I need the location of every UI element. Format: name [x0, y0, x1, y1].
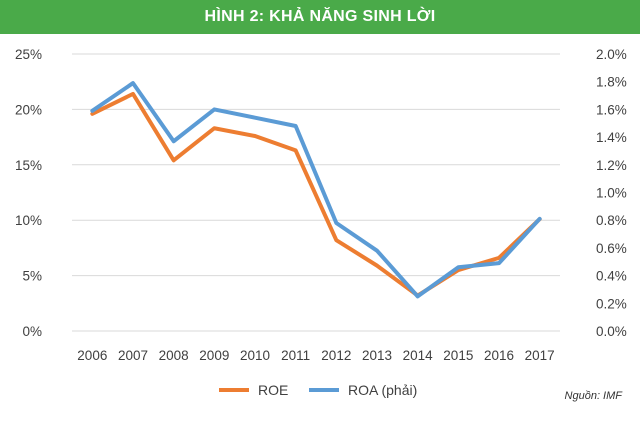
x-axis-tick-label: 2006 — [77, 348, 107, 363]
chart-panel: 0% 5% 10% 15% 20% 25% 0.0% 0.2% 0.4% 0.6% 0.8% 1.0… — [6, 34, 634, 416]
right-axis-tick-label: 0.4% — [596, 269, 627, 284]
right-axis-tick-label: 1.2% — [596, 158, 627, 173]
left-axis-tick-label: 25% — [15, 47, 42, 62]
left-axis-tick-label: 5% — [22, 269, 42, 284]
left-axis-tick-label: 15% — [15, 158, 42, 173]
right-axis-tick-label: 1.4% — [596, 130, 627, 145]
right-axis-ticks: 0.0% 0.2% 0.4% 0.6% 0.8% 1.0% 1.2% 1.4% 1.6% 1.8%… — [596, 47, 627, 339]
x-axis-tick-label: 2013 — [362, 348, 392, 363]
x-axis-tick-label: 2009 — [199, 348, 229, 363]
left-axis-tick-label: 20% — [15, 102, 42, 117]
legend: ROE ROA (phải) — [219, 382, 417, 398]
x-axis-tick-label: 2014 — [403, 348, 434, 363]
left-axis-tick-label: 10% — [15, 213, 42, 228]
x-axis-tick-label: 2008 — [159, 348, 189, 363]
x-axis-tick-label: 2017 — [525, 348, 555, 363]
x-axis-tick-label: 2010 — [240, 348, 270, 363]
x-axis-tick-label: 2016 — [484, 348, 514, 363]
legend-roa-label: ROA (phải) — [348, 382, 417, 398]
series-lines — [90, 81, 542, 299]
x-axis-tick-label: 2011 — [281, 348, 310, 363]
left-axis-ticks: 0% 5% 10% 15% 20% 25% — [15, 47, 42, 339]
right-axis-tick-label: 0.0% — [596, 324, 627, 339]
line-chart: 0% 5% 10% 15% 20% 25% 0.0% 0.2% 0.4% 0.6% 0.8% 1.0… — [15, 47, 627, 398]
legend-roe-label: ROE — [258, 382, 288, 398]
right-axis-tick-label: 0.8% — [596, 213, 627, 228]
x-axis-tick-label: 2015 — [443, 348, 473, 363]
x-axis-tick-label: 2007 — [118, 348, 148, 363]
x-axis-tick-label: 2012 — [321, 348, 351, 363]
chart-title: HÌNH 2: KHẢ NĂNG SINH LỜI — [0, 0, 640, 34]
right-axis-tick-label: 0.6% — [596, 241, 627, 256]
left-axis-tick-label: 0% — [22, 324, 42, 339]
right-axis-tick-label: 1.6% — [596, 102, 627, 117]
roa-line — [90, 81, 542, 299]
right-axis-tick-label: 0.2% — [596, 296, 627, 311]
x-axis-ticks: 2006 2007 2008 2009 2010 2011 2012 2013 2014 2015… — [77, 348, 554, 363]
right-axis-tick-label: 2.0% — [596, 47, 627, 62]
right-axis-tick-label: 1.8% — [596, 75, 627, 90]
right-axis-tick-label: 1.0% — [596, 186, 627, 201]
source-note: Nguồn: IMF — [564, 390, 622, 402]
